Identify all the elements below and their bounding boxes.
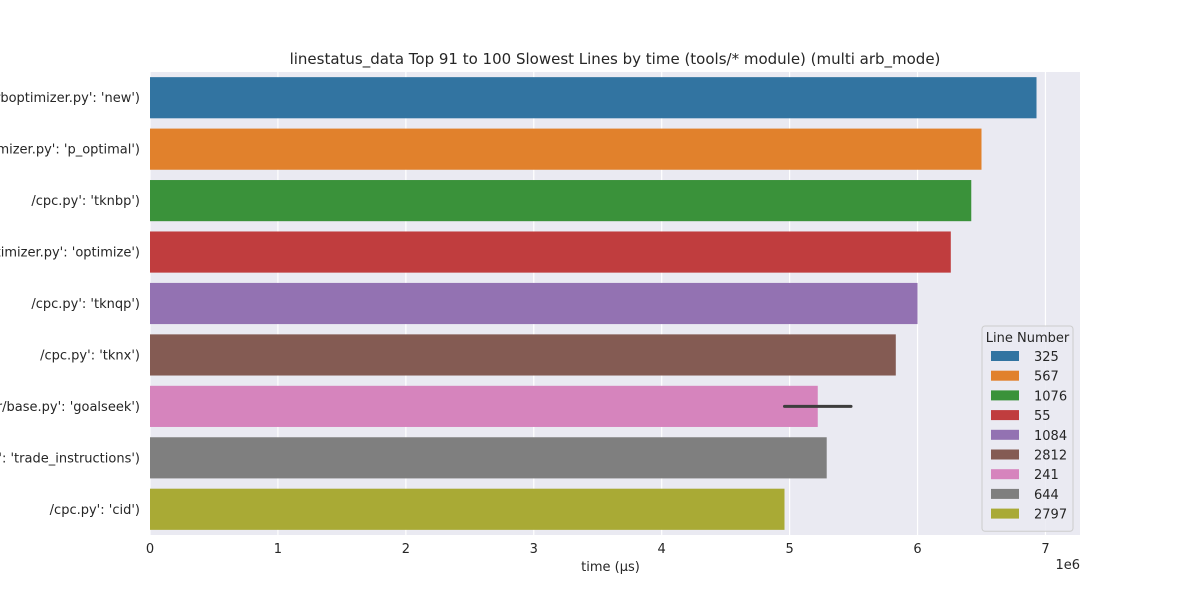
x-tick-label: 2 [402,542,410,557]
x-tick-label: 4 [658,542,666,557]
y-tick-label: ptimizer.py': 'optimize') [0,246,140,261]
x-tick-label: 3 [530,542,538,557]
x-axis-offset-label: 1e6 [1055,558,1080,573]
bars [150,77,1037,530]
legend-entry: 55 [1034,409,1051,424]
legend-swatch [991,370,1019,381]
legend-entry: 2797 [1034,508,1067,523]
legend-swatch [991,351,1019,361]
y-tick-label: timizer.py': 'p_optimal') [0,143,140,158]
chart-title: linestatus_data Top 91 to 100 Slowest Li… [290,50,941,69]
bar [150,77,1037,119]
x-tick-label: 5 [785,542,793,557]
legend: Line Number 325 567 1076 55 1084 2812 241 644 27… [981,325,1074,532]
legend-entry: 1084 [1034,429,1067,444]
legend-entry: 1076 [1034,389,1067,404]
bar [150,385,818,427]
y-tick-label: py': 'trade_instructions') [0,451,140,466]
legend-entry: 325 [1034,350,1059,365]
x-tick-label: 7 [1041,542,1049,557]
x-tick-labels: 0 1 2 3 4 5 6 7 [146,542,1050,557]
y-tick-label: arboptimizer.py': 'new') [0,91,140,106]
y-tick-label: er/base.py': 'goalseek') [0,400,140,415]
x-axis-label: time (µs) [581,560,640,575]
y-tick-labels: arboptimizer.py': 'new') timizer.py': 'p_… [0,91,140,518]
legend-swatch [991,429,1019,440]
legend-swatch [991,410,1019,421]
bar [150,231,951,273]
legend-entry: 241 [1034,468,1059,483]
legend-entry: 2812 [1034,449,1067,464]
bar [150,128,982,170]
x-tick-label: 6 [913,542,921,557]
y-tick-label: /cpc.py': 'tknqp') [31,297,140,312]
legend-title: Line Number [986,331,1070,346]
bar [150,334,896,376]
y-tick-label: /cpc.py': 'tknbp') [31,194,140,209]
bar [150,488,785,530]
legend-swatch [991,390,1019,401]
legend-swatch [991,469,1019,480]
bar [150,282,918,325]
y-tick-label: /cpc.py': 'cid') [50,503,140,518]
x-tick-label: 0 [146,542,154,557]
bar [150,437,827,479]
legend-swatch [991,508,1019,519]
legend-entry: 644 [1034,488,1059,503]
legend-swatch [991,488,1019,499]
x-tick-label: 1 [274,542,282,557]
legend-swatch [991,449,1019,460]
y-tick-label: /cpc.py': 'tknx') [40,348,140,363]
bar [150,180,972,222]
legend-entry: 567 [1034,370,1059,385]
